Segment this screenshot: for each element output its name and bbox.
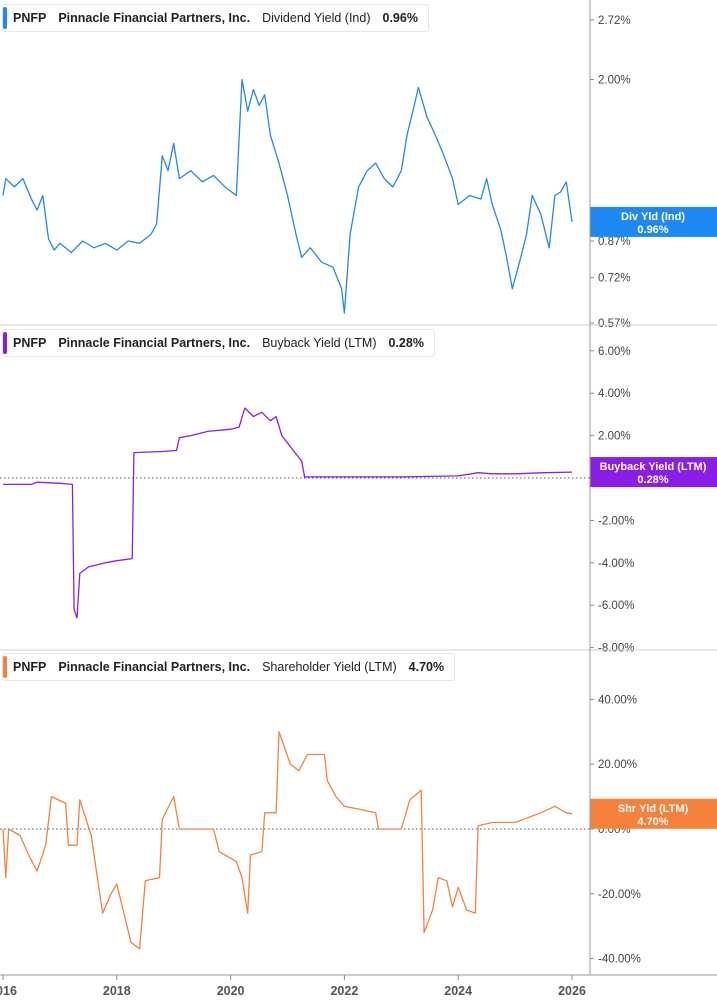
legend-company: Pinnacle Financial Partners, Inc. xyxy=(58,660,251,674)
legend-metric: Shareholder Yield (LTM) xyxy=(262,660,397,674)
badge-label: Shr Yld (LTM) xyxy=(618,803,689,815)
y-tick-label: 40.00% xyxy=(598,694,637,706)
y-tick-label: 4.00% xyxy=(598,388,631,400)
series-color-marker xyxy=(3,7,7,29)
current-value-badge xyxy=(590,206,717,237)
legend-ticker: PNFP xyxy=(13,11,47,25)
series-color-marker xyxy=(3,332,7,354)
y-tick-label: 2.00% xyxy=(598,75,631,87)
badge-label: Div Yld (Ind) xyxy=(621,211,685,223)
series-line xyxy=(2,78,573,314)
legend-metric: Buyback Yield (LTM) xyxy=(262,336,377,350)
y-tick-label: -8.00% xyxy=(598,643,634,655)
x-tick-label: 2016 xyxy=(0,984,17,998)
legend-buyback-yield: PNFP Pinnacle Financial Partners, Inc. B… xyxy=(2,329,435,357)
series-color-marker xyxy=(3,656,7,678)
legend-value: 0.96% xyxy=(382,11,418,25)
badge-value: 0.96% xyxy=(637,224,668,236)
legend-company: Pinnacle Financial Partners, Inc. xyxy=(58,336,251,350)
current-value-badge xyxy=(590,457,717,488)
y-tick-label: -2.00% xyxy=(598,515,634,527)
y-tick-label: 2.00% xyxy=(598,431,631,443)
legend-company: Pinnacle Financial Partners, Inc. xyxy=(58,11,251,25)
y-tick-label: 0.87% xyxy=(598,236,631,248)
y-tick-label: 6.00% xyxy=(598,346,631,358)
x-tick-label: 2024 xyxy=(444,984,472,998)
legend-metric: Dividend Yield (Ind) xyxy=(262,11,371,25)
y-tick-label: -4.00% xyxy=(598,558,634,570)
y-tick-label: 2.72% xyxy=(598,15,631,27)
legend-value: 0.28% xyxy=(388,336,424,350)
y-tick-label: -20.00% xyxy=(598,889,641,901)
x-tick-label: 2026 xyxy=(558,984,586,998)
y-tick-label: -40.00% xyxy=(598,954,641,966)
y-tick-label: -6.00% xyxy=(598,600,634,612)
legend-ticker: PNFP xyxy=(13,336,47,350)
badge-value: 4.70% xyxy=(637,816,668,828)
current-value-badge xyxy=(590,798,717,829)
badge-label: Buyback Yield (LTM) xyxy=(600,461,707,473)
y-tick-label: 0.57% xyxy=(598,318,631,330)
legend-dividend-yield: PNFP Pinnacle Financial Partners, Inc. D… xyxy=(2,4,429,32)
y-tick-label: 0.72% xyxy=(598,273,631,285)
legend-shareholder-yield: PNFP Pinnacle Financial Partners, Inc. S… xyxy=(2,653,456,681)
x-tick-label: 2020 xyxy=(217,984,245,998)
series-line xyxy=(2,731,573,950)
y-tick-label: 20.00% xyxy=(598,759,637,771)
badge-value: 0.28% xyxy=(637,474,668,486)
legend-ticker: PNFP xyxy=(13,660,47,674)
x-tick-label: 2022 xyxy=(330,984,358,998)
x-tick-label: 2018 xyxy=(103,984,131,998)
legend-value: 4.70% xyxy=(408,660,445,674)
series-line xyxy=(3,407,573,619)
